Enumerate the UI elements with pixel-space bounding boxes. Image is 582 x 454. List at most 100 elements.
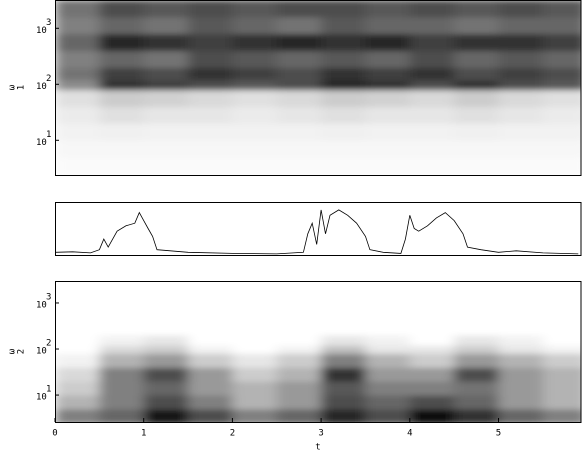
heatmap-cell: [499, 381, 544, 395]
y-tick-superscript: 2: [46, 74, 51, 84]
heatmap-cell: [499, 140, 544, 157]
heatmap-cell: [454, 34, 499, 51]
heatmap-cell: [144, 107, 189, 124]
heatmap-cell: [55, 140, 100, 157]
heatmap-cell: [454, 294, 499, 308]
heatmap-cell: [321, 67, 366, 80]
heatmap-cell: [454, 51, 499, 68]
heatmap-cell: [499, 367, 544, 381]
heatmap-cell: [144, 17, 189, 34]
heatmap-cell: [232, 409, 277, 424]
heatmap-cell: [543, 123, 582, 140]
heatmap-cell: [277, 90, 322, 107]
heatmap-cell: [277, 0, 322, 17]
heatmap-cell: [543, 294, 582, 308]
panel-frame: [56, 203, 582, 256]
heatmap-cell: [232, 353, 277, 367]
heatmap-cell: [144, 367, 189, 381]
heatmap-cell: [454, 107, 499, 124]
heatmap-cell: [55, 90, 100, 107]
heatmap-cell: [144, 34, 189, 51]
heatmap-cell: [277, 107, 322, 124]
heatmap-cell: [321, 353, 366, 367]
heatmap-cell: [277, 345, 322, 354]
heatmap-cell: [144, 0, 189, 17]
heatmap-cell: [499, 157, 544, 175]
heatmap-cell: [321, 90, 366, 107]
heatmap-cell: [277, 123, 322, 140]
heatmap-cell: [277, 321, 322, 335]
y-tick-superscript: 2: [46, 339, 51, 349]
heatmap-cell: [321, 157, 366, 175]
heatmap-cell: [99, 51, 144, 68]
heatmap-cell: [99, 307, 144, 321]
heatmap-cell: [232, 294, 277, 308]
heatmap-cell: [454, 353, 499, 367]
heatmap-cell: [55, 294, 100, 308]
heatmap-cell: [99, 34, 144, 51]
heatmap-cell: [365, 395, 410, 409]
heatmap-cell: [543, 345, 582, 354]
heatmap-cell: [232, 395, 277, 409]
plot-area: [55, 280, 582, 424]
heatmap-cell: [55, 321, 100, 335]
heatmap-cell: [365, 409, 410, 424]
heatmap-cell: [144, 395, 189, 409]
x-tick-label: 2: [230, 429, 235, 439]
heatmap-cell: [277, 409, 322, 424]
x-tick-label: 4: [407, 429, 412, 439]
heatmap-cell: [543, 80, 582, 90]
heatmap-cell: [277, 80, 322, 90]
heatmap-cell: [543, 67, 582, 80]
heatmap-cell: [277, 157, 322, 175]
heatmap-cell: [188, 90, 233, 107]
heatmap-cell: [454, 335, 499, 346]
heatmap-cell: [454, 80, 499, 90]
heatmap-cell: [499, 353, 544, 367]
heatmap-cell: [99, 409, 144, 424]
heatmap-cell: [55, 123, 100, 140]
heatmap-cell: [277, 395, 322, 409]
heatmap-cell: [365, 51, 410, 68]
heatmap-cell: [188, 17, 233, 34]
heatmap-cell: [55, 367, 100, 381]
heatmap-cell: [144, 345, 189, 354]
heatmap-cell: [543, 307, 582, 321]
heatmap-cell: [410, 321, 455, 335]
heatmap-cell: [232, 34, 277, 51]
heatmap-cell: [365, 34, 410, 51]
heatmap-cell: [365, 381, 410, 395]
heatmap-cell: [188, 80, 233, 90]
heatmap-cell: [543, 107, 582, 124]
heatmap-cell: [55, 107, 100, 124]
heatmap-cell: [55, 0, 100, 17]
y-tick-superscript: 1: [46, 130, 51, 140]
heatmap-cell: [188, 353, 233, 367]
heatmap-cell: [321, 17, 366, 34]
heatmap-cell: [99, 335, 144, 346]
heatmap-cell: [454, 345, 499, 354]
heatmap-cell: [188, 321, 233, 335]
heatmap-cell: [144, 157, 189, 175]
heatmap-cell: [144, 381, 189, 395]
heatmap-cell: [410, 107, 455, 124]
heatmap-cell: [543, 321, 582, 335]
heatmap-cell: [543, 409, 582, 424]
heatmap-cell: [188, 395, 233, 409]
heatmap-cell: [99, 321, 144, 335]
y-tick-superscript: 3: [46, 18, 51, 28]
heatmap-cell: [543, 140, 582, 157]
heatmap-cell: [321, 80, 366, 90]
heatmap-cell: [499, 321, 544, 335]
heatmap-cell: [499, 345, 544, 354]
y-label-subscript: 2: [17, 349, 27, 354]
heatmap-cell: [365, 67, 410, 80]
heatmap-cell: [543, 381, 582, 395]
heatmap-cell: [499, 409, 544, 424]
heatmap-cell: [144, 90, 189, 107]
heatmap-cell: [365, 321, 410, 335]
heatmap-cell: [410, 90, 455, 107]
heatmap-cell: [365, 157, 410, 175]
heatmap-cell: [232, 67, 277, 80]
heatmap-cell: [55, 353, 100, 367]
